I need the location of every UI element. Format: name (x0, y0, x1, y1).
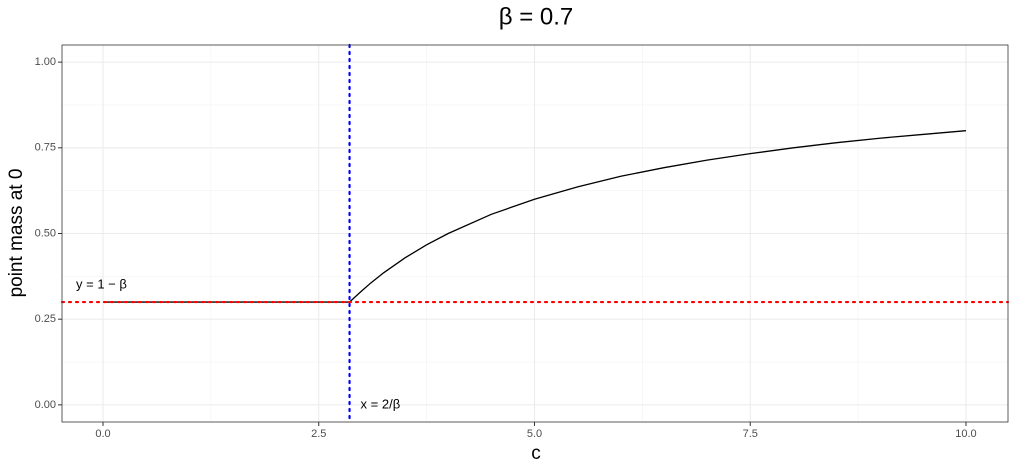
y-tick-label: 0.75 (35, 142, 56, 154)
x-tick-label: 0.0 (95, 428, 110, 440)
panel-border (61, 44, 1009, 423)
chart-title: β = 0.7 (499, 3, 574, 30)
x-tick-label: 7.5 (743, 428, 758, 440)
y-tick-label: 1.00 (35, 56, 56, 68)
line (102, 130, 967, 303)
annotation: y = 1 − β (76, 276, 127, 291)
y-tick-label: 0.00 (35, 399, 56, 411)
y-tick-label: 0.25 (35, 313, 56, 325)
x-tick-label: 10.0 (955, 428, 976, 440)
x-tick-label: 5.0 (527, 428, 542, 440)
x-tick-label: 2.5 (311, 428, 326, 440)
x-axis-title: c (531, 443, 541, 464)
y-axis-title: point mass at 0 (6, 169, 27, 298)
annotation: x = 2/β (361, 396, 401, 411)
y-tick-label: 0.50 (35, 227, 56, 239)
